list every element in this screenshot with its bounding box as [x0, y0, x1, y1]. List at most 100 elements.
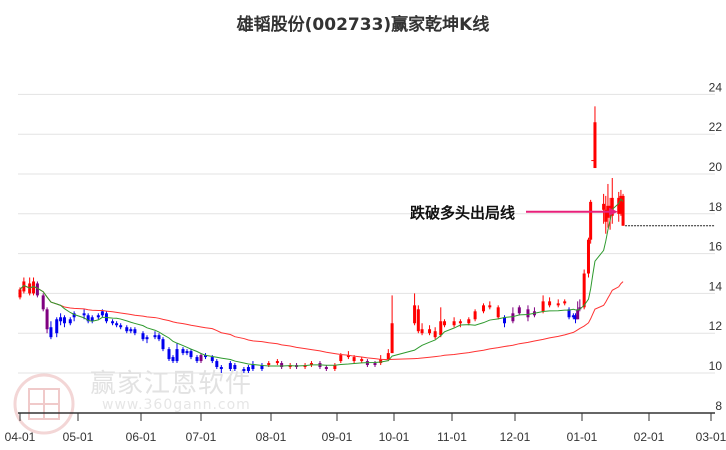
candle-body [199, 355, 203, 362]
candle-body [339, 355, 343, 362]
candle-body [576, 309, 580, 320]
annotation-label: 跌破多头出局线 [410, 204, 515, 222]
candle [189, 349, 193, 360]
candle-body [111, 321, 115, 324]
candle-body [433, 331, 437, 338]
candle-body [185, 351, 189, 354]
candle-body [210, 357, 214, 362]
candle [175, 343, 179, 364]
chart-title: 雄韬股份(002733)赢家乾坤K线 [236, 15, 490, 35]
candle [621, 193, 625, 226]
candle-body [189, 351, 193, 358]
candle-body [589, 201, 593, 240]
x-tick-label: 06-01 [126, 430, 157, 444]
candle [45, 307, 49, 334]
candle-body [541, 301, 545, 312]
candle [133, 327, 137, 336]
candle [324, 365, 328, 372]
candle-body [526, 309, 530, 318]
x-tick-label: 02-01 [634, 430, 665, 444]
candle-body [260, 365, 264, 370]
candle [467, 317, 471, 326]
candle [482, 303, 485, 314]
candle-body [571, 315, 575, 318]
candle-body [133, 329, 137, 334]
x-tick-label: 12-01 [500, 430, 531, 444]
candle-body [59, 317, 63, 322]
candle [604, 195, 608, 234]
candle [496, 305, 500, 320]
candle-body [161, 339, 165, 350]
ma-short-line [19, 198, 624, 367]
ma-long-line [19, 281, 624, 361]
candle [602, 193, 606, 224]
x-tick-label: 03-01 [696, 430, 726, 444]
candle [28, 277, 32, 296]
candle-body [119, 325, 123, 328]
x-tick-label: 08-01 [256, 430, 287, 444]
x-tick-label: 05-01 [63, 430, 94, 444]
candle-body [373, 363, 377, 366]
candle-body [439, 321, 443, 336]
candle [35, 281, 39, 298]
candle-body [617, 197, 621, 214]
candle [233, 363, 237, 372]
candle [111, 319, 115, 326]
candle-body [548, 301, 552, 306]
candle-body [68, 319, 72, 324]
candle-body [619, 195, 623, 214]
candle [181, 347, 185, 356]
candle-body [171, 357, 175, 362]
candle [41, 293, 45, 312]
candle-body [591, 160, 595, 162]
candle-body [100, 311, 104, 316]
candle [532, 307, 536, 318]
candle-body [62, 317, 66, 324]
candle-body [578, 307, 582, 310]
candle [280, 361, 284, 370]
y-tick-label: 16 [709, 240, 723, 254]
candle-body [586, 239, 590, 274]
candle [511, 307, 515, 324]
candle [86, 313, 90, 324]
candle-body [604, 209, 608, 222]
candle-body [86, 315, 90, 322]
candle [215, 359, 219, 370]
candle-body [473, 311, 477, 320]
watermark-brand: 赢家江恩软件 [90, 369, 253, 399]
candle [145, 335, 149, 344]
candle [96, 313, 100, 320]
candle-body [574, 315, 578, 320]
y-tick-label: 20 [709, 160, 723, 174]
candle [541, 295, 545, 314]
candle [416, 305, 420, 334]
candle [571, 313, 575, 320]
candle [574, 313, 578, 324]
candle [589, 199, 593, 244]
candle-body [556, 303, 560, 306]
candle-body [567, 309, 571, 318]
candle-body [488, 305, 492, 308]
y-tick-label: 18 [709, 200, 723, 214]
x-tick-label: 04-01 [5, 430, 36, 444]
candle [439, 307, 443, 338]
candle [161, 337, 165, 352]
candle-body [157, 335, 161, 340]
candle-body [145, 337, 149, 340]
watermark-url: www.360gann.com [102, 397, 251, 413]
x-tick-label: 07-01 [186, 430, 217, 444]
y-tick-label: 22 [709, 120, 723, 134]
candle [242, 367, 246, 373]
candle-body [215, 361, 219, 368]
candle-body [610, 197, 614, 216]
candle [62, 315, 66, 328]
candle-body [496, 307, 500, 318]
candle-body [251, 365, 255, 370]
candle-body [195, 357, 199, 362]
candle-body [379, 359, 383, 364]
candle [473, 309, 477, 322]
y-tick-label: 24 [709, 80, 723, 94]
candle [309, 361, 313, 368]
candle-body [90, 317, 94, 322]
candle-body [413, 305, 417, 324]
